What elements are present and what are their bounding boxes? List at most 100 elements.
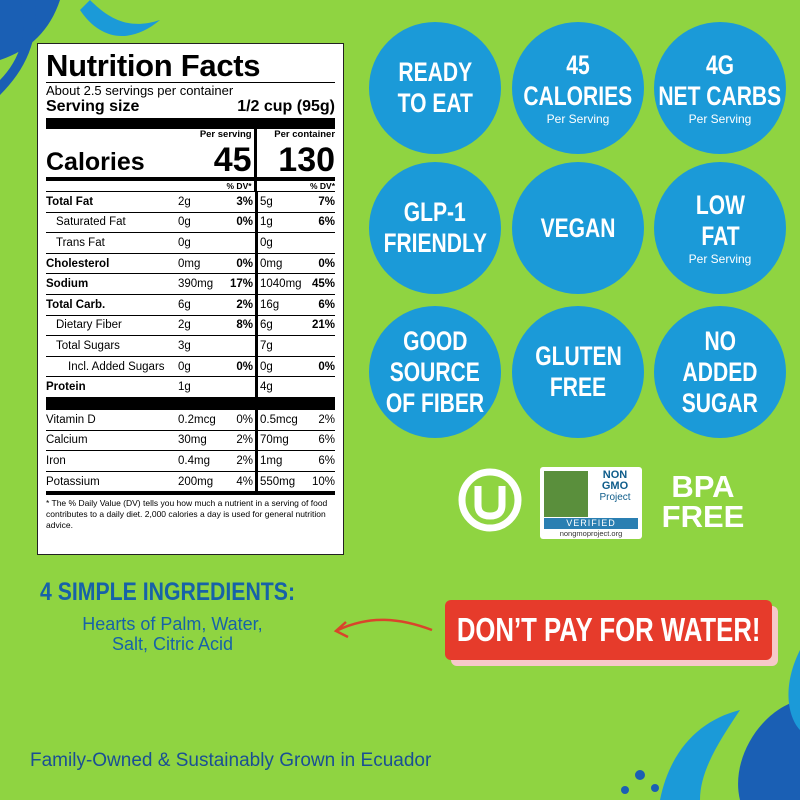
nutrient-name: Protein: [46, 381, 86, 394]
dv-serving: 2%: [236, 454, 253, 467]
badge: NO ADDED SUGAR: [654, 306, 786, 438]
dv-container: 21%: [311, 319, 335, 332]
ingredient-line: Hearts of Palm, Water,: [82, 614, 263, 634]
badge: READY TO EAT: [369, 22, 501, 154]
badge-line: ADDED: [682, 356, 758, 387]
amount-container: 70mg: [260, 434, 289, 447]
nongmo-line: NON: [602, 469, 628, 481]
kosher-logo: [458, 468, 522, 532]
nutrient-list: Total Fat 2g 3% 5g 7% Saturated Fat 0g 0% 1g 6% Tr…: [46, 191, 335, 397]
badge-line: GLUTEN: [534, 341, 622, 371]
amount-serving: 1g: [178, 381, 191, 394]
divider: [46, 396, 335, 409]
badge: GLP-1 FRIENDLY: [369, 162, 501, 294]
dv-header: % DV* % DV*: [46, 181, 335, 191]
badge-line: FAT: [700, 221, 740, 251]
nutrient-row: Total Sugars 3g 7g: [46, 335, 335, 356]
footer: Family-Owned & Sustainably Grown in Ecua…: [30, 750, 432, 771]
serving-size: Serving size 1/2 cup (95g): [46, 98, 335, 116]
amount-container: 4g: [260, 381, 273, 394]
dot: [635, 770, 645, 780]
badge: 45 CALORIES Per Serving: [512, 22, 644, 154]
column-divider: [255, 451, 258, 471]
amount-serving: 0g: [178, 360, 191, 373]
badge-line: TO EAT: [397, 88, 473, 118]
nutrient-name: Iron: [46, 454, 66, 467]
nutrient-row: Protein 1g 4g: [46, 376, 335, 397]
calories-label: Calories: [46, 148, 145, 176]
amount-serving: 200mg: [178, 475, 214, 488]
divider: [46, 177, 335, 181]
dv-container: 2%: [318, 413, 335, 426]
nongmo-line: GMO: [601, 480, 629, 492]
badge-line: GOOD: [402, 325, 468, 356]
arrow-head: [333, 621, 349, 639]
dot: [621, 786, 629, 794]
badge-sub: Per Serving: [688, 252, 752, 266]
dv-serving: 0%: [236, 257, 253, 270]
badge-line: 4G: [705, 50, 735, 80]
column-divider: [255, 409, 258, 430]
dv-container: 10%: [311, 475, 335, 488]
column-header: Per serving Per container: [46, 129, 335, 140]
badge: LOW FAT Per Serving: [654, 162, 786, 294]
calories-container: 130: [278, 141, 336, 179]
amount-serving: 30mg: [178, 434, 207, 447]
badge-line: SUGAR: [681, 387, 759, 418]
nongmo-verified: VERIFIED: [544, 518, 638, 529]
amount-container: 0g: [260, 360, 273, 373]
badge-line: NO: [704, 325, 736, 356]
badge: 4G NET CARBS Per Serving: [654, 22, 786, 154]
amount-container: 1040mg: [260, 278, 302, 291]
column-divider: [255, 253, 258, 274]
amount-container: 1g: [260, 216, 273, 229]
ingredients-heading: 4 SIMPLE INGREDIENTS:: [40, 578, 296, 606]
amount-serving: 0g: [178, 236, 191, 249]
column-divider: [255, 430, 258, 451]
badge-line: VEGAN: [540, 212, 616, 243]
badge-line: SOURCE: [389, 356, 481, 387]
nutrient-row: Iron 0.4mg 2% 1mg 6%: [46, 450, 335, 471]
leaf: [788, 650, 800, 730]
nutrient-name: Potassium: [46, 475, 100, 488]
column-divider: [255, 471, 258, 492]
badge-line: READY: [398, 57, 472, 87]
calories-row: Calories 45 130: [46, 140, 335, 177]
nutrient-name: Dietary Fiber: [56, 319, 122, 332]
dv-container: % DV*: [309, 181, 336, 191]
nutrient-name: Sodium: [46, 278, 89, 291]
dv-container: 45%: [311, 278, 335, 291]
dv-serving: 2%: [236, 434, 253, 447]
leaf: [660, 710, 740, 800]
amount-serving: 0.2mcg: [178, 413, 216, 426]
badge-line: FREE: [549, 372, 607, 402]
nongmo-url: nongmoproject.org: [559, 529, 623, 538]
nutrient-row: Trans Fat 0g 0g: [46, 232, 335, 253]
vitamin-list: Vitamin D 0.2mcg 0% 0.5mcg 2% Calcium 30mg 2% 70…: [46, 408, 335, 492]
ingredients-text: Hearts of Palm, Water, Salt, Citric Acid: [40, 614, 305, 654]
dv-container: 7%: [318, 195, 335, 208]
dv-serving: 2%: [236, 298, 253, 311]
amount-serving: 0g: [178, 216, 191, 229]
amount-container: 7g: [260, 339, 273, 352]
nutrient-name: Cholesterol: [46, 257, 110, 270]
divider: [46, 118, 335, 129]
calories-serving: 45: [213, 141, 252, 179]
nutrient-row: Incl. Added Sugars 0g 0% 0g 0%: [46, 355, 335, 377]
nutrient-name: Total Sugars: [56, 339, 120, 352]
column-divider: [255, 294, 258, 315]
kosher-u: [474, 486, 506, 520]
column-divider: [255, 233, 258, 253]
bpa-free: BPA FREE: [658, 471, 748, 532]
column-divider: [255, 274, 258, 294]
dv-container: 0%: [318, 360, 335, 373]
nutrient-name: Total Carb.: [46, 298, 106, 311]
nongmo-line: Project: [599, 492, 631, 503]
ingredient-line: Salt, Citric Acid: [111, 634, 234, 654]
servings: About 2.5 servings per container: [46, 82, 335, 98]
badge-line: NET CARBS: [658, 81, 782, 111]
dv-container: 6%: [318, 298, 335, 311]
leaf: [738, 700, 800, 800]
